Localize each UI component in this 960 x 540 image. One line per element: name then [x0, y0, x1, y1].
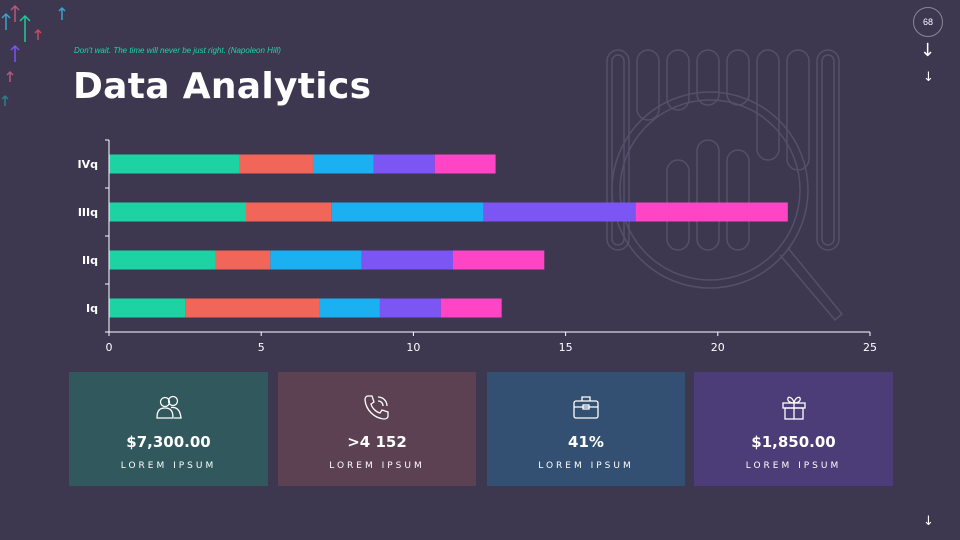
- bar-segment-IIIq-1: [109, 202, 246, 222]
- stacked-bar-chart: Iq IIq IIIq IVq 0 5 10 15 20 25: [78, 139, 877, 354]
- x-tick-label: 0: [106, 341, 113, 354]
- category-label: IIq: [82, 254, 98, 267]
- bar-segment-IVq-1: [109, 154, 240, 174]
- bar-segment-IIq-4: [361, 250, 453, 270]
- bar-segment-IIq-1: [109, 250, 216, 270]
- kpi-value: >4 152: [347, 433, 407, 451]
- bar-segment-Iq-4: [379, 298, 441, 318]
- x-tick-label: 10: [406, 341, 420, 354]
- bar-segment-IIq-2: [215, 250, 271, 270]
- bar-segment-IVq-5: [434, 154, 496, 174]
- bar-segment-IIIq-4: [483, 202, 636, 222]
- bar-segment-IVq-2: [239, 154, 313, 174]
- bar-segment-Iq-2: [185, 298, 320, 318]
- kpi-value: $1,850.00: [751, 433, 836, 451]
- bar-segment-IVq-4: [373, 154, 435, 174]
- x-tick-label: 25: [863, 341, 877, 354]
- bar-segment-IIq-3: [270, 250, 362, 270]
- kpi-card-briefcase: 41% LOREM IPSUM: [487, 372, 685, 486]
- quote-text: Don't wait. The time will never be just …: [74, 46, 281, 55]
- x-tick-label: 15: [559, 341, 573, 354]
- kpi-value: $7,300.00: [126, 433, 211, 451]
- kpi-card-calls: >4 152 LOREM IPSUM: [278, 372, 476, 486]
- down-arrow-icon[interactable]: ↓: [923, 514, 934, 529]
- category-label: IVq: [78, 158, 98, 171]
- bar-segment-IIIq-2: [245, 202, 332, 222]
- kpi-label: LOREM IPSUM: [120, 461, 217, 471]
- x-tick-label: 20: [711, 341, 725, 354]
- page-title: Data Analytics: [73, 66, 372, 107]
- bar-segment-Iq-1: [109, 298, 186, 318]
- bar-segment-IIq-5: [452, 250, 545, 270]
- down-arrow-icon[interactable]: ↓: [920, 40, 936, 61]
- kpi-card-users: $7,300.00 LOREM IPSUM: [69, 372, 268, 486]
- gift-icon: [781, 396, 806, 420]
- kpi-label: LOREM IPSUM: [745, 461, 842, 471]
- kpi-cards: $7,300.00 LOREM IPSUM >4 152 LOREM IPSUM…: [69, 372, 893, 486]
- category-label: IIIq: [78, 206, 98, 219]
- bar-segment-IIIq-3: [331, 202, 484, 222]
- category-label: Iq: [86, 302, 98, 315]
- users-icon: [155, 395, 182, 419]
- x-tick-label: 5: [258, 341, 265, 354]
- magnifier-chart-background-icon: [606, 49, 844, 322]
- kpi-card-gift: $1,850.00 LOREM IPSUM: [694, 372, 893, 486]
- bar-segment-Iq-3: [319, 298, 380, 318]
- bar-segment-Iq-5: [440, 298, 502, 318]
- bar-segment-IIIq-5: [635, 202, 788, 222]
- kpi-label: LOREM IPSUM: [329, 461, 425, 471]
- phone-icon: [364, 395, 389, 420]
- briefcase-icon: [573, 396, 599, 419]
- page-number-badge: 68: [913, 7, 943, 37]
- kpi-value: 41%: [568, 433, 604, 451]
- kpi-label: LOREM IPSUM: [538, 461, 634, 471]
- bar-segment-IVq-3: [312, 154, 374, 174]
- decorative-arrows: [1, 4, 66, 106]
- down-arrow-icon[interactable]: ↓: [923, 70, 934, 85]
